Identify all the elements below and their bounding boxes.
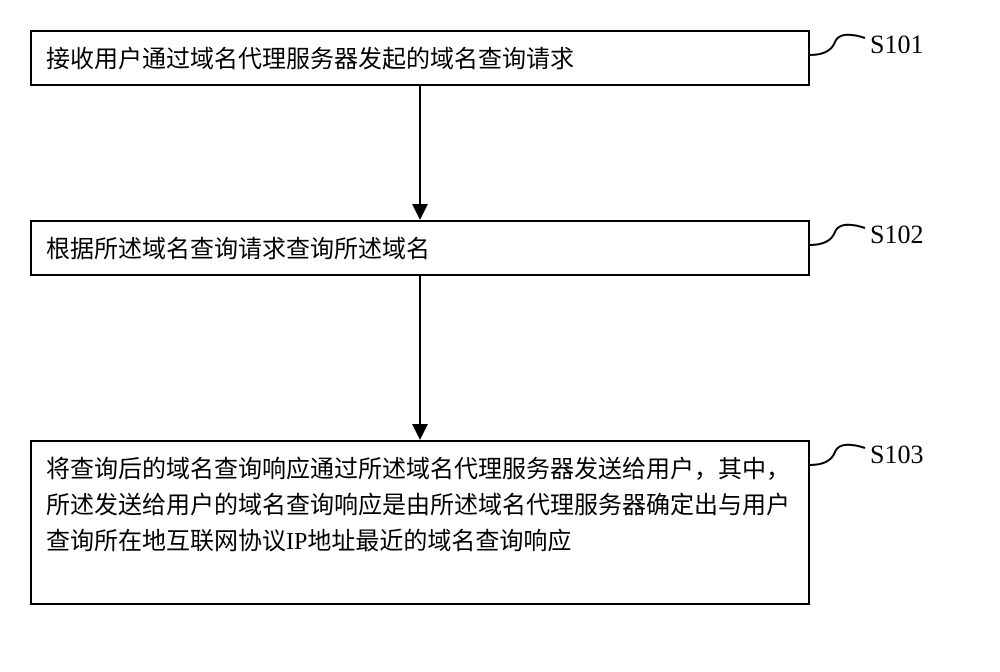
flow-node-s102: 根据所述域名查询请求查询所述域名 — [30, 220, 810, 276]
flow-node-text: 接收用户通过域名代理服务器发起的域名查询请求 — [46, 47, 574, 73]
label-connector-s102 — [810, 220, 870, 270]
flow-node-s103: 将查询后的域名查询响应通过所述域名代理服务器发送给用户，其中，所述发送给用户的域… — [30, 440, 810, 605]
step-label-s103: S103 — [870, 440, 923, 470]
step-label-text: S101 — [870, 30, 923, 59]
step-label-text: S103 — [870, 440, 923, 469]
step-label-s101: S101 — [870, 30, 923, 60]
step-label-text: S102 — [870, 220, 923, 249]
label-connector-s103 — [810, 440, 870, 490]
flow-node-text: 根据所述域名查询请求查询所述域名 — [46, 237, 430, 263]
arrow-s102-s103-head — [412, 424, 428, 440]
arrow-s101-s102-head — [412, 204, 428, 220]
step-label-s102: S102 — [870, 220, 923, 250]
arrow-s102-s103-stem — [419, 276, 421, 424]
flow-node-text: 将查询后的域名查询响应通过所述域名代理服务器发送给用户，其中，所述发送给用户的域… — [46, 457, 790, 555]
arrow-s101-s102-stem — [419, 86, 421, 204]
label-connector-s101 — [810, 30, 870, 80]
flow-node-s101: 接收用户通过域名代理服务器发起的域名查询请求 — [30, 30, 810, 86]
